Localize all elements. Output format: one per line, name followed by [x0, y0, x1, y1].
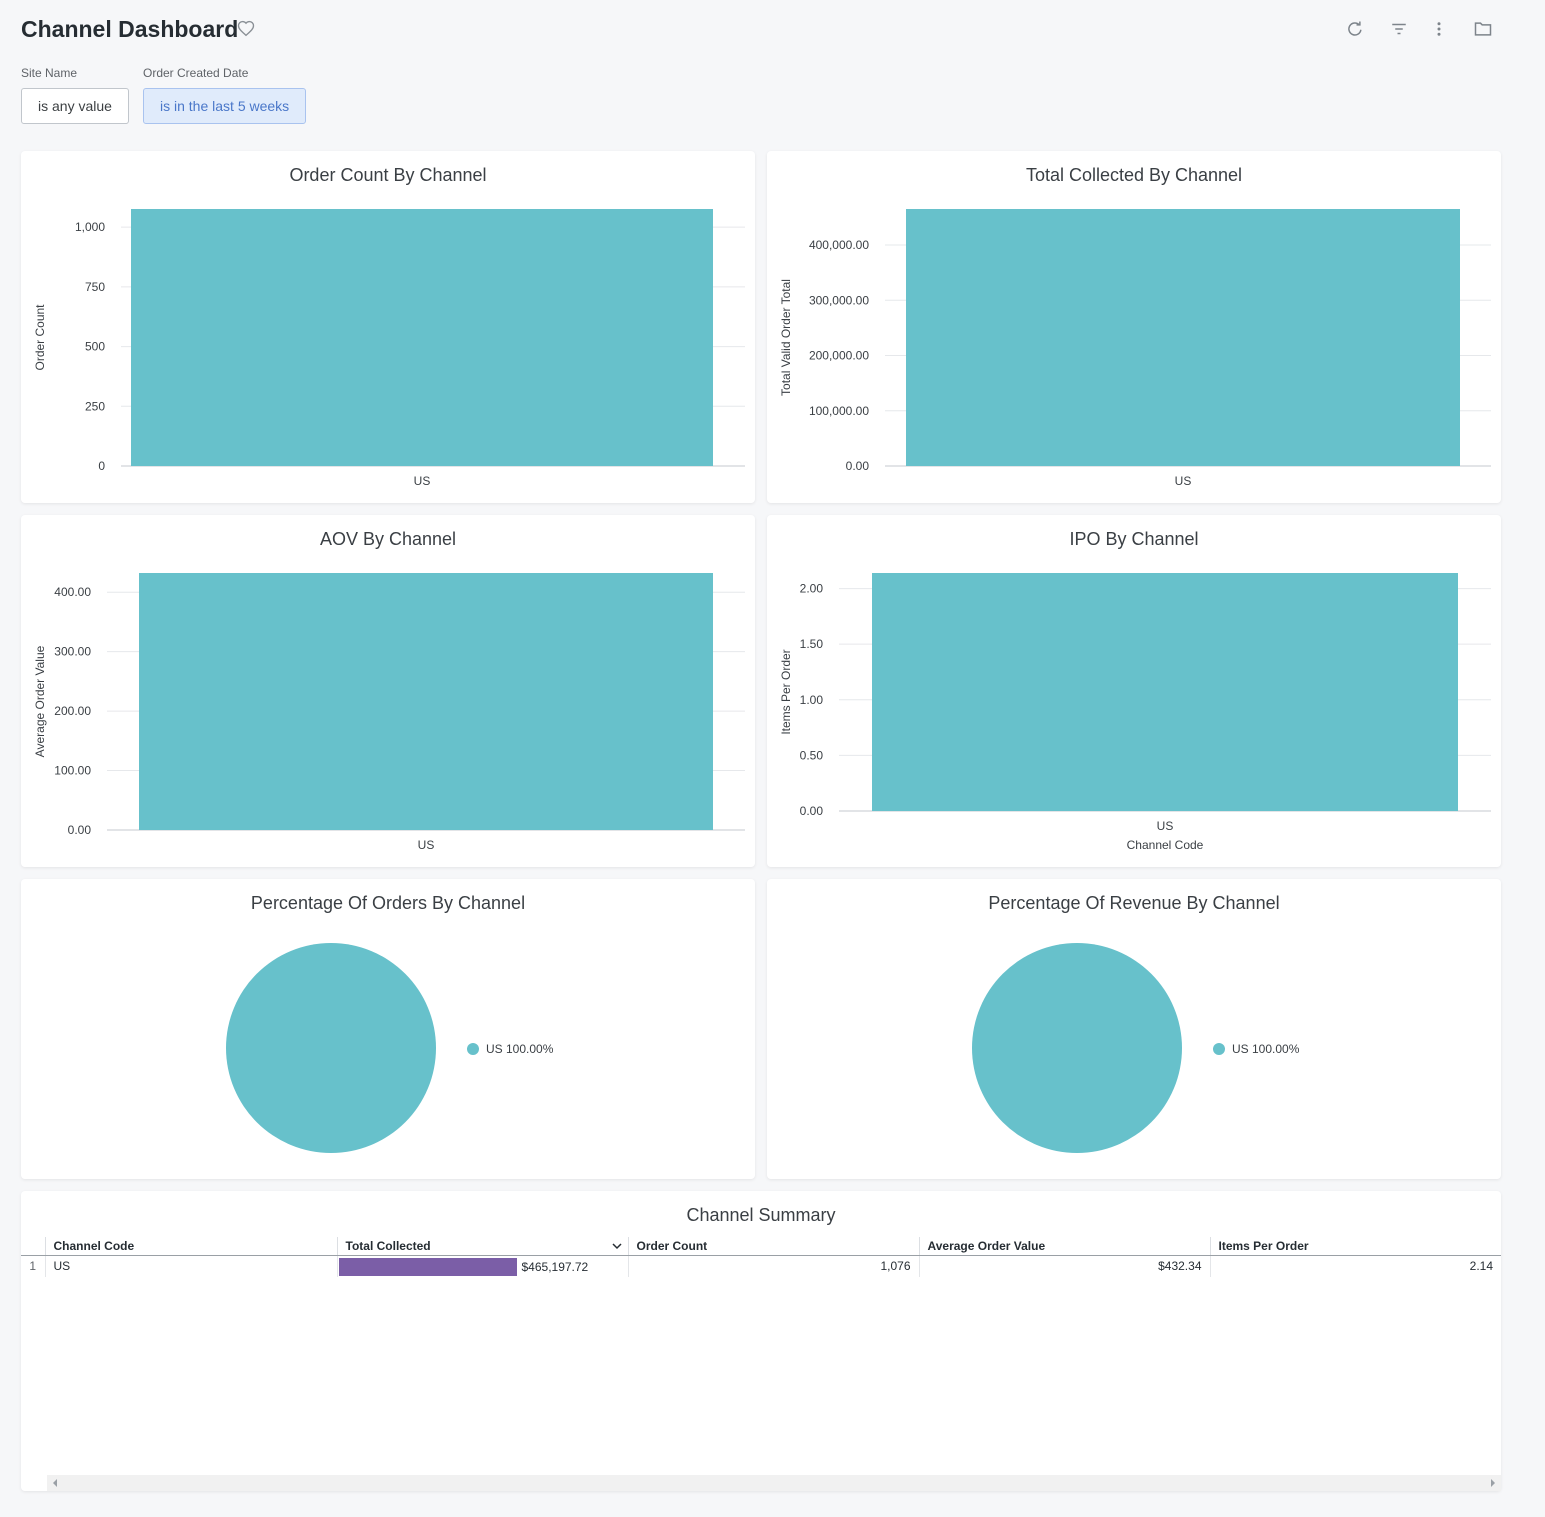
y-axis-label: Items Per Order — [779, 649, 793, 734]
scroll-right-icon[interactable] — [1491, 1479, 1495, 1487]
bar-us — [139, 573, 713, 830]
refresh-icon[interactable] — [1344, 18, 1366, 40]
x-axis-label: Channel Code — [1127, 838, 1204, 852]
bar-us — [131, 209, 713, 466]
revenue-pie-chart — [972, 943, 1182, 1153]
y-axis-label: Average Order Value — [33, 645, 47, 757]
bar-us — [872, 573, 1458, 811]
order-count-bar-chart: 0 250 500 750 1,000 US Order Count — [33, 209, 745, 488]
column-header-average-order-value[interactable]: Average Order Value — [918, 1237, 1210, 1256]
total-collected-bar-chart: 0.00 100,000.00 200,000.00 300,000.00 400,00… — [779, 209, 1491, 488]
site-name-filter: Site Name is any value — [21, 66, 129, 124]
chart-title: Order Count By Channel — [289, 165, 487, 185]
channel-summary-table: Channel Code Total Collected Order Count… — [21, 1237, 1501, 1277]
chart-title: Total Collected By Channel — [1025, 165, 1243, 185]
scroll-left-icon[interactable] — [53, 1479, 57, 1487]
column-header-total-collected[interactable]: Total Collected — [336, 1237, 628, 1256]
legend-dot — [1213, 1043, 1225, 1055]
column-header-channel-code[interactable]: Channel Code — [44, 1237, 337, 1256]
ipo-card: IPO By Channel 0.00 0.50 1.00 1.50 2.00 US Ite… — [767, 515, 1501, 867]
column-header-label: Total Collected — [345, 1238, 431, 1253]
revenue-pie-card: Percentage Of Revenue By Channel US 100.… — [767, 879, 1501, 1179]
y-tick-label: 1.00 — [800, 693, 824, 707]
legend-label: US 100.00% — [1232, 1042, 1300, 1056]
column-header-items-per-order[interactable]: Items Per Order — [1209, 1237, 1501, 1256]
order-created-date-filter-chip[interactable]: is in the last 5 weeks — [143, 88, 307, 124]
chart-title: IPO By Channel — [1069, 529, 1199, 549]
table-header-row: Channel Code Total Collected Order Count… — [21, 1237, 1501, 1256]
table-title: Channel Summary — [686, 1205, 836, 1225]
total-collected-bar — [338, 1257, 517, 1276]
orders-pie-card: Percentage Of Orders By Channel US 100.0… — [21, 879, 755, 1179]
y-tick-label: 1.50 — [800, 637, 824, 651]
cell-channel-code: US — [44, 1255, 337, 1277]
y-tick-label: 0.00 — [68, 823, 92, 837]
x-tick-label: US — [418, 838, 435, 852]
pie-slice-us[interactable] — [226, 943, 436, 1153]
horizontal-scrollbar[interactable] — [47, 1475, 1501, 1491]
row-index-header — [21, 1237, 45, 1256]
column-header-order-count[interactable]: Order Count — [627, 1237, 919, 1256]
order-count-card: Order Count By Channel 0 250 500 750 1,000 US… — [21, 151, 755, 503]
filter-label: Site Name — [21, 66, 78, 80]
y-tick-label: 500 — [85, 340, 105, 354]
legend-label: US 100.00% — [486, 1042, 554, 1056]
channel-summary-card: Channel Summary Channel Code Total Colle… — [21, 1191, 1501, 1491]
order-created-date-filter: Order Created Date is in the last 5 week… — [143, 66, 307, 124]
y-tick-label: 400.00 — [54, 585, 91, 599]
pie-legend: US 100.00% — [467, 1042, 553, 1056]
y-tick-label: 200.00 — [54, 704, 91, 718]
cell-order-count: 1,076 — [627, 1255, 919, 1277]
y-tick-label: 100.00 — [54, 764, 91, 778]
filter-icon[interactable] — [1388, 18, 1410, 40]
cell-total-collected: $465,197.72 — [336, 1255, 628, 1277]
y-tick-label: 750 — [85, 280, 105, 294]
y-tick-label: 0.00 — [800, 804, 824, 818]
site-name-filter-chip[interactable]: is any value — [21, 88, 129, 124]
y-tick-label: 0 — [98, 459, 105, 473]
aov-card: AOV By Channel 0.00 100.00 200.00 300.00 400… — [21, 515, 755, 867]
y-tick-label: 300.00 — [54, 645, 91, 659]
table-row[interactable]: 1 US $465,197.72 1,076 $432.34 2.14 — [21, 1255, 1501, 1277]
x-tick-label: US — [1157, 819, 1174, 833]
pie-slice-us[interactable] — [972, 943, 1182, 1153]
dashboard-header: Channel Dashboard — [21, 14, 1501, 46]
y-tick-label: 200,000.00 — [809, 349, 869, 363]
y-axis-label: Total Valid Order Total — [779, 279, 793, 396]
y-tick-label: 0.50 — [800, 748, 824, 762]
summary-table-wrap: Channel Code Total Collected Order Count… — [21, 1237, 1501, 1277]
y-tick-label: 250 — [85, 399, 105, 413]
aov-bar-chart: 0.00 100.00 200.00 300.00 400.00 US Average Or… — [33, 573, 745, 852]
y-tick-label: 100,000.00 — [809, 404, 869, 418]
orders-pie-chart — [226, 943, 436, 1153]
y-tick-label: 400,000.00 — [809, 238, 869, 252]
y-tick-label: 300,000.00 — [809, 293, 869, 307]
cell-average-order-value: $432.34 — [918, 1255, 1210, 1277]
pie-legend: US 100.00% — [1213, 1042, 1299, 1056]
ipo-bar-chart: 0.00 0.50 1.00 1.50 2.00 US Items Per Order Cha… — [779, 573, 1491, 852]
chart-title: Percentage Of Revenue By Channel — [988, 893, 1280, 913]
folder-icon[interactable] — [1472, 18, 1494, 40]
x-tick-label: US — [414, 474, 431, 488]
y-axis-label: Order Count — [33, 304, 47, 371]
x-tick-label: US — [1175, 474, 1192, 488]
more-vert-icon[interactable] — [1428, 18, 1450, 40]
heart-icon[interactable] — [237, 20, 255, 38]
chart-title: AOV By Channel — [319, 529, 457, 549]
y-tick-label: 1,000 — [75, 220, 105, 234]
legend-dot — [467, 1043, 479, 1055]
chevron-down-icon[interactable] — [611, 1241, 622, 1251]
chart-title: Percentage Of Orders By Channel — [250, 893, 526, 913]
filter-label: Order Created Date — [143, 66, 249, 80]
y-tick-label: 2.00 — [800, 582, 824, 596]
y-tick-label: 0.00 — [846, 459, 870, 473]
total-collected-card: Total Collected By Channel 0.00 100,000.0… — [767, 151, 1501, 503]
row-index: 1 — [29, 1259, 37, 1274]
page-title: Channel Dashboard — [21, 16, 239, 42]
bar-us — [906, 209, 1460, 466]
total-collected-value: $465,197.72 — [521, 1259, 589, 1274]
cell-items-per-order: 2.14 — [1209, 1255, 1501, 1277]
